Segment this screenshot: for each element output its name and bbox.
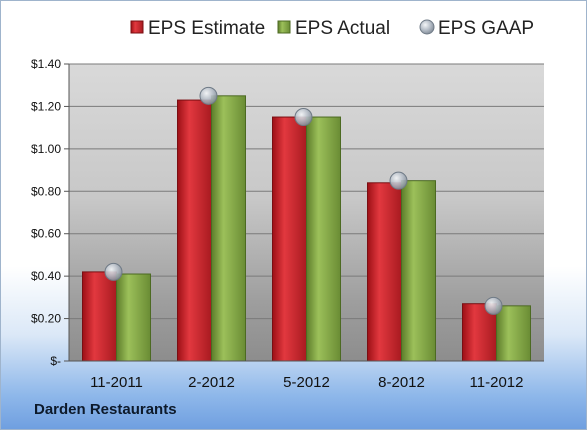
gaap-markers	[104, 86, 503, 315]
bar-eps-estimate	[272, 116, 307, 362]
x-tick-label: 2-2012	[188, 374, 235, 391]
marker-eps-gaap	[104, 262, 123, 281]
y-tick-label: $-	[50, 354, 61, 368]
y-tick-label: $0.40	[31, 269, 61, 283]
x-tick-label: 11-2012	[470, 374, 524, 391]
x-tick-label: 5-2012	[283, 374, 330, 391]
bar-eps-actual	[211, 95, 246, 362]
bar-eps-estimate	[367, 182, 402, 362]
bar-eps-estimate	[177, 99, 212, 362]
marker-eps-gaap	[389, 171, 408, 190]
legend-item: EPS Actual	[277, 18, 390, 39]
legend-swatch	[277, 20, 291, 34]
marker-eps-gaap	[294, 108, 313, 127]
marker-eps-gaap	[199, 86, 218, 105]
x-axis: 11-2011 2-2012 5-2012 8-2012 11-2012	[69, 360, 544, 391]
y-tick-label: $1.20	[31, 99, 61, 113]
company-label: Darden Restaurants	[34, 401, 177, 418]
y-tick-label: $0.80	[31, 184, 61, 198]
bar-eps-actual	[401, 180, 436, 362]
x-tick-label: 8-2012	[378, 374, 425, 391]
bar-eps-actual	[116, 273, 151, 362]
legend-item: EPS GAAP	[419, 18, 534, 39]
bar-eps-estimate	[82, 271, 117, 362]
legend-label: EPS GAAP	[438, 18, 534, 39]
bar-eps-actual	[496, 305, 531, 362]
y-axis: $- $0.20 $0.40 $0.60 $0.80 $1.00 $1.20 $1.40	[31, 57, 70, 368]
eps-chart: EPS Estimate EPS Actual EPS GAAP $- $0.20 $0…	[31, 18, 544, 391]
bar-eps-actual	[306, 116, 341, 362]
legend-label: EPS Estimate	[148, 18, 265, 39]
legend-swatch	[419, 19, 435, 35]
y-tick-label: $0.60	[31, 227, 61, 241]
legend-swatch	[130, 20, 144, 34]
x-tick-label: 11-2011	[90, 374, 143, 391]
legend-label: EPS Actual	[295, 18, 390, 39]
y-tick-label: $0.20	[31, 312, 61, 326]
legend-item: EPS Estimate	[130, 18, 265, 39]
chart-legend: EPS Estimate EPS Actual EPS GAAP	[130, 18, 534, 39]
bar-marks	[82, 95, 531, 362]
y-tick-label: $1.00	[31, 142, 61, 156]
marker-eps-gaap	[484, 296, 503, 315]
y-tick-label: $1.40	[31, 57, 61, 71]
